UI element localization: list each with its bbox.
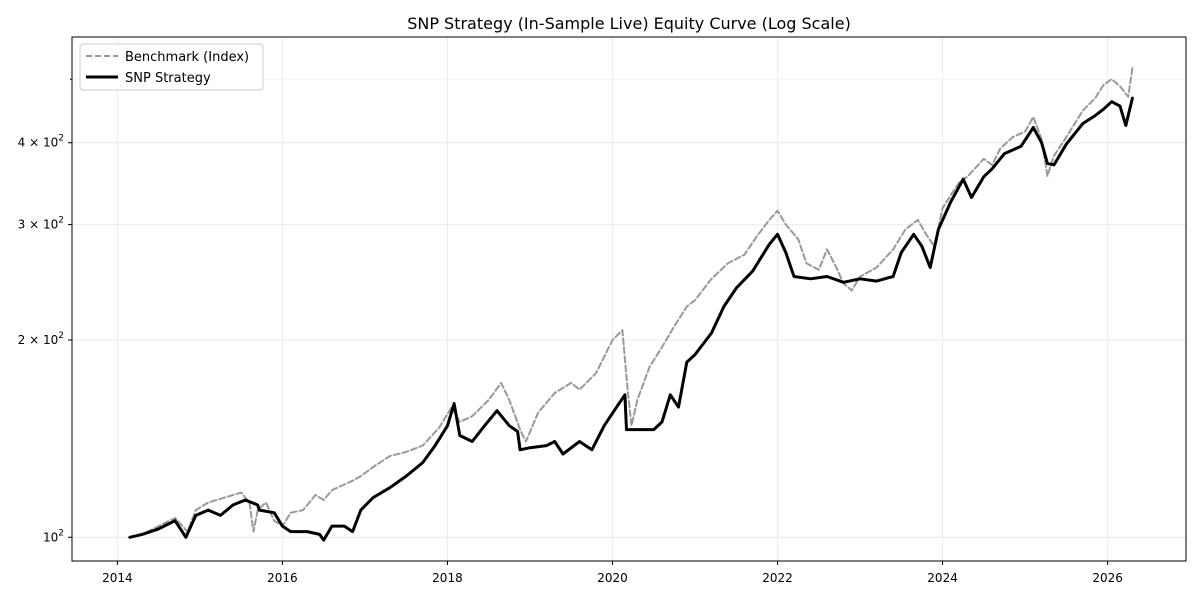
y-axis: 102 2 × 102 3 × 102 4 × 102 xyxy=(18,78,72,544)
x-tick-label: 2014 xyxy=(102,571,133,585)
series-line-snp-strategy xyxy=(128,96,1134,542)
y-tick-label: 2 × 102 xyxy=(18,331,64,347)
legend-label-strategy: SNP Strategy xyxy=(125,71,211,86)
x-tick-label: 2016 xyxy=(267,571,298,585)
y-tick-label: 102 xyxy=(43,528,64,544)
legend: Benchmark (Index) SNP Strategy xyxy=(79,43,264,91)
legend-label-benchmark: Benchmark (Index) xyxy=(125,50,249,65)
x-tick-label: 2020 xyxy=(597,571,628,585)
series-line-benchmark xyxy=(128,67,1134,539)
x-tick-label: 2018 xyxy=(432,571,463,585)
y-tick-label: 3 × 102 xyxy=(18,216,64,232)
chart-title: SNP Strategy (In-Sample Live) Equity Cur… xyxy=(407,14,851,33)
y-tick-label: 4 × 102 xyxy=(18,134,64,150)
plot-frame xyxy=(71,36,1187,562)
x-tick-label: 2022 xyxy=(762,571,793,585)
grid xyxy=(72,37,1186,561)
series-layer xyxy=(128,67,1134,542)
x-tick-label: 2026 xyxy=(1092,571,1123,585)
x-tick-label: 2024 xyxy=(927,571,958,585)
x-axis: 2014 2016 2018 2020 2022 2024 2026 xyxy=(102,561,1123,585)
legend-box xyxy=(79,43,264,91)
